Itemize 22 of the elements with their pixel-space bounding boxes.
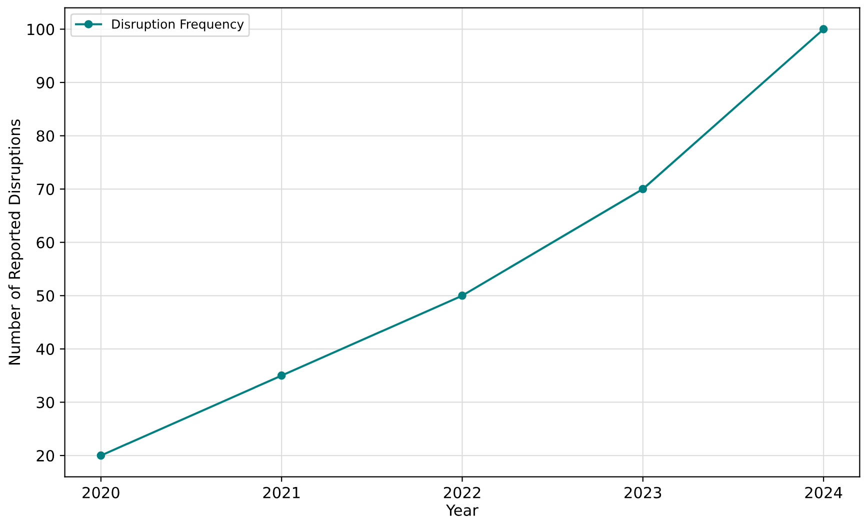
x-tick-label: 2024 [805,486,842,498]
y-tick-label: 100 [28,24,54,36]
y-tick-label: 70 [36,184,54,196]
y-tick-label: 80 [36,130,54,142]
x-axis-title: Year [446,504,478,516]
point [458,291,466,300]
point [96,451,106,460]
x-tick-label: 2023 [624,486,662,498]
y-tick-label: 30 [36,396,54,408]
x-tick-label: 2022 [444,486,480,498]
y-tick-label: 50 [36,290,54,302]
point [638,184,648,194]
point [277,371,286,380]
y-tick-label: 40 [36,343,54,355]
y-tick-label: 20 [36,450,54,462]
y-tick-label: 60 [36,236,54,248]
point [819,25,828,34]
x-tick-label: 2020 [82,486,120,498]
y-tick-label: 90 [36,76,54,88]
x-tick-label: 2021 [263,486,300,498]
legend-label: Disruption Frequency [112,19,244,32]
y-axis-title: Number of Reported Disruptions [8,119,24,364]
